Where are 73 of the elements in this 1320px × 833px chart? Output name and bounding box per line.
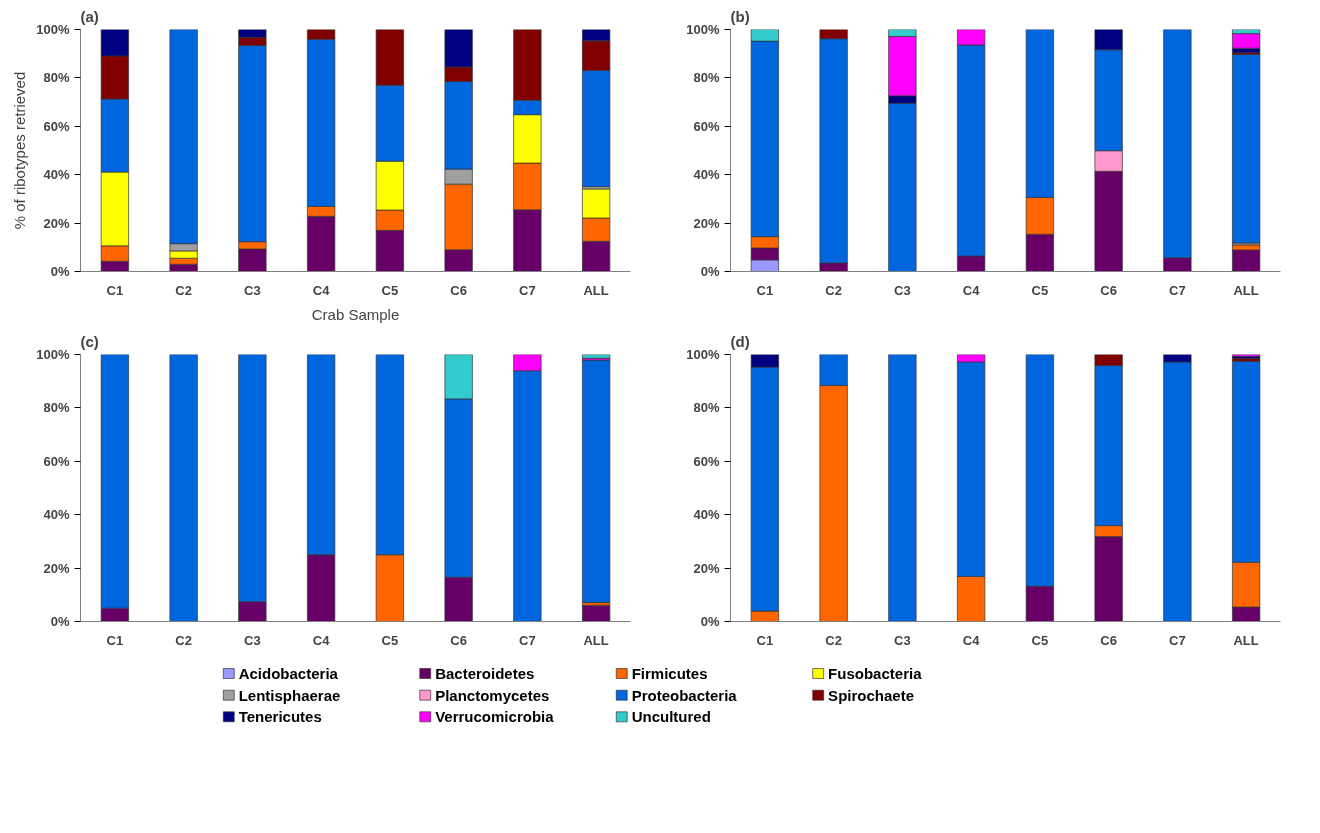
x-axis-title: Crab Sample (311, 305, 400, 323)
x-tick-label: C7 (519, 632, 536, 648)
legend-label: Bacteroidetes (435, 665, 535, 683)
legend-label: Proteobacteria (631, 686, 738, 704)
y-tick-label: 0% (50, 614, 70, 629)
x-tick-label: C1 (106, 632, 124, 648)
y-tick-label: 60% (43, 453, 70, 469)
x-tick-label: C1 (756, 632, 774, 648)
x-tick-label: ALL (583, 282, 609, 298)
x-tick-label: ALL (583, 632, 609, 648)
legend-label: Firmicutes (631, 665, 708, 683)
x-tick-label: C2 (825, 282, 842, 298)
x-tick-label: ALL (1233, 632, 1259, 648)
x-tick-label: C2 (825, 632, 842, 648)
x-tick-label: C1 (106, 282, 124, 298)
y-tick-label: 0% (700, 614, 720, 629)
x-tick-label: C1 (756, 282, 774, 298)
x-tick-label: C4 (962, 632, 981, 648)
x-tick-label: C4 (312, 632, 331, 648)
y-tick-label: 40% (43, 507, 70, 523)
legend-label: Planctomycetes (435, 686, 550, 704)
legend-label: Lentisphaerae (238, 686, 341, 704)
y-axis-title: % of ribotypes retrieved (11, 71, 29, 230)
y-tick-label: 80% (693, 400, 720, 416)
y-tick-label: 80% (43, 70, 70, 86)
x-tick-label: C2 (175, 632, 192, 648)
y-tick-label: 40% (693, 167, 720, 183)
y-tick-label: 60% (693, 453, 720, 469)
x-tick-label: C6 (1100, 282, 1117, 298)
y-tick-label: 60% (693, 118, 720, 134)
x-tick-label: C5 (1031, 282, 1049, 298)
chart-title: (a) (80, 7, 99, 25)
y-tick-label: 60% (43, 118, 70, 134)
x-tick-label: C5 (381, 632, 399, 648)
y-tick-label: 100% (686, 347, 720, 362)
x-tick-label: C5 (1031, 632, 1049, 648)
y-tick-label: 80% (693, 70, 720, 86)
x-tick-label: C4 (962, 282, 981, 298)
x-tick-label: C3 (244, 632, 261, 648)
y-tick-label: 40% (693, 507, 720, 523)
x-tick-label: C2 (175, 282, 192, 298)
x-tick-label: C3 (894, 282, 911, 298)
y-tick-label: 40% (43, 167, 70, 183)
y-tick-label: 0% (50, 264, 70, 279)
legend-label: Uncultured (631, 708, 711, 726)
y-tick-label: 20% (43, 560, 70, 576)
y-tick-label: 0% (700, 264, 720, 279)
x-tick-label: C3 (244, 282, 261, 298)
legend-label: Spirochaete (828, 686, 914, 704)
x-tick-label: C7 (1169, 282, 1186, 298)
x-tick-label: C4 (312, 282, 331, 298)
x-tick-label: ALL (1233, 282, 1259, 298)
x-tick-label: C7 (519, 282, 536, 298)
chart-title: (c) (80, 332, 99, 350)
x-tick-label: C6 (450, 632, 467, 648)
y-tick-label: 100% (686, 22, 720, 37)
y-tick-label: 20% (693, 560, 720, 576)
y-tick-label: 100% (36, 347, 70, 362)
chart-title: (d) (730, 332, 750, 350)
y-tick-label: 20% (43, 215, 70, 231)
x-tick-label: C5 (381, 282, 399, 298)
y-tick-label: 20% (693, 215, 720, 231)
chart-title: (b) (730, 7, 750, 25)
legend-label: Acidobacteria (238, 665, 339, 683)
y-tick-label: 80% (43, 400, 70, 416)
y-tick-label: 100% (36, 22, 70, 37)
x-tick-label: C6 (1100, 632, 1117, 648)
legend-label: Verrucomicrobia (435, 708, 555, 726)
legend-label: Tenericutes (238, 708, 322, 726)
x-tick-label: C7 (1169, 632, 1186, 648)
legend-label: Fusobacteria (828, 665, 923, 683)
x-tick-label: C3 (894, 632, 911, 648)
x-tick-label: C6 (450, 282, 467, 298)
